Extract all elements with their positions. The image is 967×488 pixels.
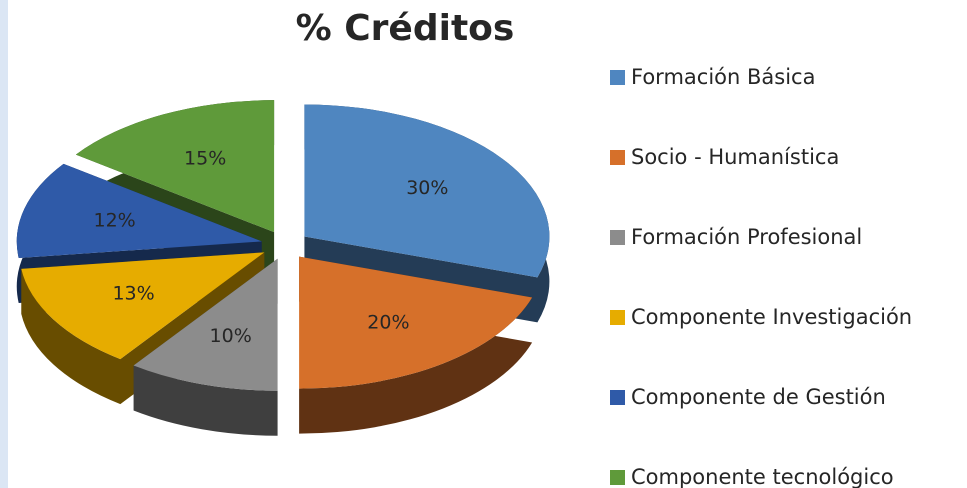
- data-label: 30%: [406, 177, 448, 199]
- legend-swatch: [610, 470, 625, 485]
- data-label: 13%: [112, 282, 154, 304]
- legend-label: Formación Básica: [631, 65, 815, 89]
- legend-label: Componente de Gestión: [631, 385, 886, 409]
- legend-swatch: [610, 150, 625, 165]
- data-label: 20%: [367, 311, 409, 333]
- legend-label: Formación Profesional: [631, 225, 862, 249]
- data-label: 15%: [184, 148, 226, 170]
- slice: [304, 104, 550, 278]
- legend-label: Componente tecnológico: [631, 465, 894, 488]
- window-edge: [0, 0, 8, 488]
- legend-swatch: [610, 390, 625, 405]
- legend-swatch: [610, 310, 625, 325]
- legend-swatch: [610, 230, 625, 245]
- slice: [299, 256, 533, 389]
- data-label: 12%: [94, 210, 136, 232]
- chart-title: % Créditos: [296, 8, 515, 49]
- slice: [21, 252, 265, 360]
- slice: [16, 163, 262, 258]
- legend-swatch: [610, 70, 625, 85]
- slice: [75, 100, 275, 233]
- legend-label: Socio - Humanística: [631, 145, 839, 169]
- data-label: 10%: [210, 325, 252, 347]
- legend-label: Componente Investigación: [631, 305, 912, 329]
- slice: [133, 258, 278, 391]
